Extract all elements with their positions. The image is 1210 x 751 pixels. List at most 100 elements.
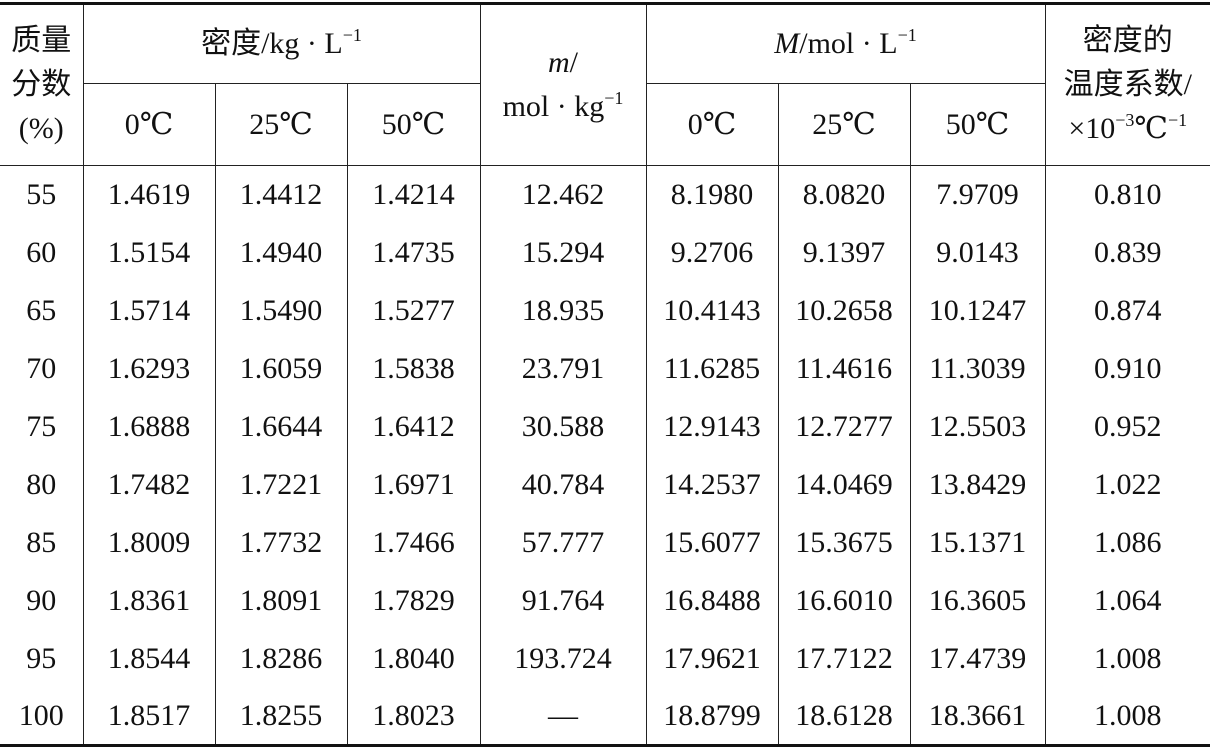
table-cell: 10.1247 — [910, 282, 1045, 340]
table-cell: 1.008 — [1045, 688, 1210, 746]
table-cell: 55 — [0, 166, 83, 224]
table-cell: 1.6059 — [215, 340, 347, 398]
header-text: 分数 — [0, 63, 83, 107]
header-cell: 50℃ — [910, 84, 1045, 166]
table-cell: 91.764 — [480, 572, 646, 630]
table-cell: 1.8544 — [83, 630, 215, 688]
table-cell: 65 — [0, 282, 83, 340]
table-cell: 1.7466 — [347, 514, 480, 572]
header-sup: −1 — [604, 88, 623, 108]
table-cell: 75 — [0, 398, 83, 456]
table-cell: 1.8255 — [215, 688, 347, 746]
table-cell: 16.8488 — [646, 572, 778, 630]
header-text: /mol · L — [799, 27, 897, 60]
table-cell: 1.5490 — [215, 282, 347, 340]
header-text: 质量 — [0, 19, 83, 63]
table-cell: 30.588 — [480, 398, 646, 456]
table-cell: 11.3039 — [910, 340, 1045, 398]
table-cell: 1.7829 — [347, 572, 480, 630]
header-sup: −3 — [1115, 110, 1134, 130]
header-symbol: m — [548, 46, 570, 79]
header-cell: 质量 分数 (%) — [0, 4, 83, 166]
table-cell: 95 — [0, 630, 83, 688]
table-cell: 70 — [0, 340, 83, 398]
header-text: (%) — [0, 107, 83, 151]
header-sup: −1 — [343, 25, 362, 45]
table-cell: 18.8799 — [646, 688, 778, 746]
table-cell: 1.8361 — [83, 572, 215, 630]
table-cell: 1.7221 — [215, 456, 347, 514]
table-cell: 15.1371 — [910, 514, 1045, 572]
header-cell: 50℃ — [347, 84, 480, 166]
table-cell: 1.6971 — [347, 456, 480, 514]
table-cell: 1.4735 — [347, 224, 480, 282]
table-cell: 1.4940 — [215, 224, 347, 282]
table-cell: 0.839 — [1045, 224, 1210, 282]
table-cell: 8.0820 — [778, 166, 910, 224]
header-sup: −1 — [1168, 110, 1187, 130]
header-cell: m/ mol · kg−1 — [480, 4, 646, 166]
table-cell: 15.294 — [480, 224, 646, 282]
table-cell: 1.086 — [1045, 514, 1210, 572]
table-cell: 0.910 — [1045, 340, 1210, 398]
header-cell: 密度/kg · L−1 — [83, 4, 480, 84]
header-text: ℃ — [1134, 112, 1168, 145]
table-cell: 9.1397 — [778, 224, 910, 282]
table-cell: 1.064 — [1045, 572, 1210, 630]
table-cell: 85 — [0, 514, 83, 572]
header-cell: 25℃ — [215, 84, 347, 166]
table-cell: 1.6412 — [347, 398, 480, 456]
table-cell: 14.0469 — [778, 456, 910, 514]
table-cell: 17.4739 — [910, 630, 1045, 688]
table-cell: 1.6644 — [215, 398, 347, 456]
header-cell: 25℃ — [778, 84, 910, 166]
table-cell: 1.022 — [1045, 456, 1210, 514]
header-text: ×10 — [1068, 112, 1115, 145]
table-cell: 10.2658 — [778, 282, 910, 340]
header-cell: M/mol · L−1 — [646, 4, 1045, 84]
header-cell: 0℃ — [646, 84, 778, 166]
table-cell: 15.3675 — [778, 514, 910, 572]
table-cell: 9.2706 — [646, 224, 778, 282]
table-cell: 1.6293 — [83, 340, 215, 398]
table-cell: 1.7482 — [83, 456, 215, 514]
table-cell: 1.5714 — [83, 282, 215, 340]
table-cell: 9.0143 — [910, 224, 1045, 282]
header-text: 密度的 — [1046, 19, 1210, 63]
table-cell: 1.8286 — [215, 630, 347, 688]
table-cell: 7.9709 — [910, 166, 1045, 224]
table-cell: 1.8517 — [83, 688, 215, 746]
table-cell: 0.810 — [1045, 166, 1210, 224]
header-text: mol · kg — [503, 90, 605, 123]
table-cell: 14.2537 — [646, 456, 778, 514]
table-cell: 60 — [0, 224, 83, 282]
header-cell: 密度的 温度系数/ ×10−3℃−1 — [1045, 4, 1210, 166]
table-cell: 12.7277 — [778, 398, 910, 456]
table-cell: 1.8023 — [347, 688, 480, 746]
table-cell: 13.8429 — [910, 456, 1045, 514]
table-cell: 17.9621 — [646, 630, 778, 688]
table-cell: — — [480, 688, 646, 746]
header-text: 密度/kg · L — [201, 27, 343, 60]
table-cell: 0.952 — [1045, 398, 1210, 456]
table-cell: 11.6285 — [646, 340, 778, 398]
table-cell: 1.4412 — [215, 166, 347, 224]
table-cell: 40.784 — [480, 456, 646, 514]
header-symbol: M — [774, 27, 799, 60]
table-cell: 1.7732 — [215, 514, 347, 572]
table-cell: 12.9143 — [646, 398, 778, 456]
table-cell: 1.5154 — [83, 224, 215, 282]
table-cell: 18.935 — [480, 282, 646, 340]
table-cell: 17.7122 — [778, 630, 910, 688]
table-cell: 16.6010 — [778, 572, 910, 630]
header-text: 温度系数/ — [1046, 63, 1210, 107]
